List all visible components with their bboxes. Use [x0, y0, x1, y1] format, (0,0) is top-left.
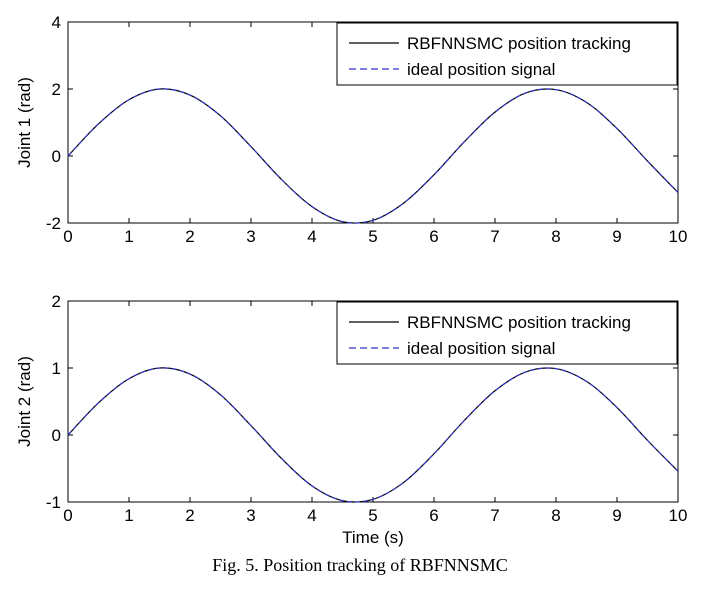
x-tick-label: 6	[429, 227, 438, 246]
x-tick-label: 7	[490, 506, 499, 525]
x-tick-label: 10	[669, 227, 688, 246]
figure-caption: Fig. 5. Position tracking of RBFNNSMC	[212, 555, 508, 575]
x-tick-label: 9	[612, 506, 621, 525]
y-tick-label: 1	[52, 359, 61, 378]
y-tick-label: -1	[46, 493, 61, 512]
x-tick-label: 0	[63, 227, 72, 246]
y-axis-label: Joint 2 (rad)	[15, 356, 34, 447]
y-tick-label: 0	[52, 426, 61, 445]
legend-label: ideal position signal	[407, 339, 555, 358]
y-tick-label: 2	[52, 80, 61, 99]
legend-label: RBFNNSMC position tracking	[407, 34, 631, 53]
x-tick-label: 4	[307, 506, 316, 525]
x-tick-label: 4	[307, 227, 316, 246]
x-tick-label: 1	[124, 506, 133, 525]
y-tick-label: 0	[52, 147, 61, 166]
x-tick-label: 2	[185, 227, 194, 246]
x-tick-label: 3	[246, 506, 255, 525]
x-tick-label: 3	[246, 227, 255, 246]
legend-label: ideal position signal	[407, 60, 555, 79]
y-tick-label: 2	[52, 292, 61, 311]
x-tick-label: 5	[368, 506, 377, 525]
x-tick-label: 7	[490, 227, 499, 246]
x-tick-label: 6	[429, 506, 438, 525]
x-tick-label: 5	[368, 227, 377, 246]
x-tick-label: 0	[63, 506, 72, 525]
x-axis-label: Time (s)	[342, 528, 404, 547]
y-tick-label: 4	[52, 13, 61, 32]
series-line-ideal	[67, 367, 679, 503]
legend-label: RBFNNSMC position tracking	[407, 313, 631, 332]
legend-box	[336, 301, 678, 365]
y-tick-label: -2	[46, 214, 61, 233]
x-tick-label: 1	[124, 227, 133, 246]
x-tick-label: 9	[612, 227, 621, 246]
x-tick-label: 2	[185, 506, 194, 525]
series-line-ideal	[67, 88, 679, 224]
x-tick-label: 8	[551, 506, 560, 525]
y-axis-label: Joint 1 (rad)	[15, 77, 34, 168]
x-tick-label: 8	[551, 227, 560, 246]
legend-box	[336, 22, 678, 86]
x-tick-label: 10	[669, 506, 688, 525]
